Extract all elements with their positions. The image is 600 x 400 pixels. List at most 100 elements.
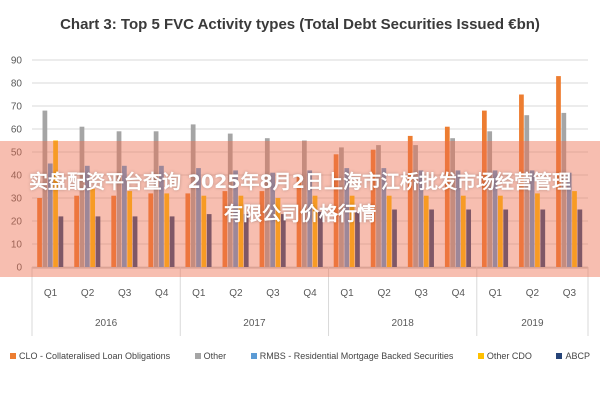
legend-item: Other <box>194 351 226 361</box>
year-group-label: 2019 <box>521 318 544 329</box>
bar-other-2 <box>127 191 133 267</box>
bar-rmbs-4 <box>196 168 201 267</box>
bar-other-7 <box>301 140 307 267</box>
bar-other-10 <box>423 195 429 267</box>
bar-other-8 <box>339 147 344 267</box>
bar-clo-10 <box>407 135 413 267</box>
bar-other-3 <box>153 131 159 267</box>
x-tick-label: Q2 <box>526 288 540 299</box>
bar-other-0 <box>53 140 58 267</box>
y-tick-label: 0 <box>16 263 22 274</box>
bar-rmbs-0 <box>47 163 53 267</box>
x-axis-groups: 2016 2017 2018 2019 <box>31 267 589 336</box>
bar-other-14 <box>572 191 577 267</box>
bar-abcp-7 <box>318 211 323 267</box>
legend-label: RMBS - Residential Mortgage Backed Secur… <box>259 351 454 361</box>
bar-clo-3 <box>148 193 154 267</box>
bar-rmbs-9 <box>381 168 387 267</box>
legend-item: CLO - Collateralised Loan Obligations <box>10 351 170 361</box>
x-axis-ticks: Q1 Q2 Q3 Q4 Q1 Q2 Q3 Q4 Q1 Q2 Q3 Q4 Q1 Q2 Q3 <box>44 288 577 299</box>
bar-abcp-0 <box>58 216 64 267</box>
bar-abcp-3 <box>169 216 175 267</box>
bar-rmbs-14 <box>566 172 572 267</box>
y-tick-label: 10 <box>11 240 23 251</box>
y-tick-label: 60 <box>11 125 23 136</box>
bar-rmbs-3 <box>159 165 164 267</box>
bar-other-11 <box>450 138 455 267</box>
legend-swatch <box>556 353 563 359</box>
legend-swatch <box>10 353 16 359</box>
x-tick-label: Q1 <box>192 288 206 299</box>
bar-clo-8 <box>333 154 339 267</box>
y-tick-label: 30 <box>11 194 23 205</box>
bar-abcp-14 <box>577 209 583 267</box>
y-tick-label: 40 <box>11 171 23 182</box>
x-tick-label: Q3 <box>266 288 280 299</box>
bar-abcp-11 <box>466 209 472 267</box>
bar-rmbs-8 <box>344 168 350 267</box>
bar-other-6 <box>275 198 281 267</box>
bar-other-13 <box>524 115 530 267</box>
legend-item: Other CDO <box>477 351 532 361</box>
bar-abcp-1 <box>95 216 101 267</box>
bar-rmbs-10 <box>418 170 424 267</box>
bar-other-1 <box>79 126 85 267</box>
legend-item: RMBS - Residential Mortgage Backed Secur… <box>250 351 454 361</box>
bar-other-2 <box>116 131 122 267</box>
legend-swatch <box>250 353 257 359</box>
bar-other-5 <box>227 133 233 267</box>
bar-other-7 <box>312 195 318 267</box>
bar-abcp-5 <box>243 214 249 267</box>
bar-abcp-13 <box>540 209 546 267</box>
y-tick-label: 50 <box>11 148 23 159</box>
legend-label: Other CDO <box>486 351 532 361</box>
legend-label: ABCP <box>565 351 590 361</box>
bar-rmbs-11 <box>455 170 461 267</box>
bar-other-8 <box>349 195 355 267</box>
bar-clo-13 <box>519 94 524 267</box>
bar-rmbs-7 <box>307 170 313 267</box>
bar-abcp-12 <box>503 209 509 267</box>
bar-rmbs-2 <box>121 165 127 267</box>
x-tick-label: Q2 <box>229 288 243 299</box>
bar-clo-7 <box>296 175 302 267</box>
y-tick-label: 70 <box>11 102 23 113</box>
bar-other-1 <box>90 188 96 267</box>
bar-rmbs-12 <box>492 170 498 267</box>
bar-other-11 <box>460 195 466 267</box>
year-group-label: 2018 <box>392 318 415 329</box>
bar-abcp-9 <box>392 209 397 267</box>
x-tick-label: Q2 <box>377 288 391 299</box>
x-tick-label: Q4 <box>452 288 466 299</box>
bar-other-5 <box>238 195 244 267</box>
legend-label: CLO - Collateralised Loan Obligations <box>19 351 171 361</box>
bar-other-0 <box>42 110 48 267</box>
bar-other-6 <box>264 138 270 267</box>
bar-clo-9 <box>370 149 376 267</box>
bar-other-4 <box>201 195 207 267</box>
x-tick-label: Q1 <box>44 288 58 299</box>
bar-clo-0 <box>37 198 42 267</box>
bar-rmbs-13 <box>529 170 535 267</box>
bar-clo-11 <box>444 126 450 267</box>
bar-rmbs-1 <box>84 165 90 267</box>
bars <box>37 76 583 268</box>
bar-other-9 <box>386 195 392 267</box>
bar-clo-6 <box>259 191 265 267</box>
bar-clo-12 <box>481 110 487 267</box>
bar-other-4 <box>190 124 196 268</box>
year-group-label: 2017 <box>243 318 266 329</box>
bar-clo-5 <box>222 191 228 267</box>
bar-abcp-4 <box>206 214 212 267</box>
bar-other-14 <box>561 112 567 268</box>
bar-rmbs-6 <box>270 172 276 267</box>
bar-clo-2 <box>111 195 117 267</box>
x-tick-label: Q4 <box>155 288 169 299</box>
watermark-text: 实盘配资平台查询 2025年8月2日上海市江桥批发市场经营管理有限公司价格行情 <box>29 171 571 225</box>
x-tick-label: Q3 <box>563 288 577 299</box>
x-tick-label: Q4 <box>303 288 317 299</box>
y-tick-label: 90 <box>11 56 23 67</box>
year-group-label: 2016 <box>95 318 118 329</box>
bar-abcp-2 <box>132 216 138 267</box>
